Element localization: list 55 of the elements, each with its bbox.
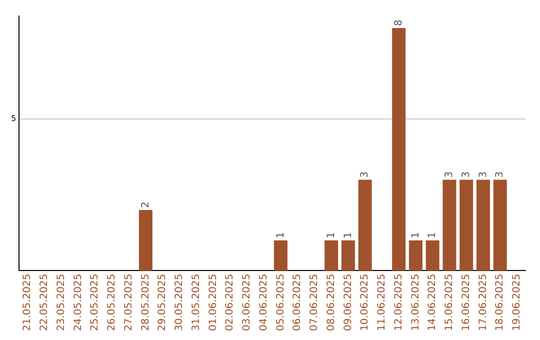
data-label: 1 (410, 232, 422, 238)
x-tick-label: 17.06.2025 (478, 274, 489, 332)
x-tick-label: 29.05.2025 (157, 274, 168, 332)
x-tick-label: 05.06.2025 (275, 274, 286, 332)
x-tick-label: 31.05.2025 (190, 274, 202, 332)
data-label: 3 (360, 171, 371, 178)
x-tick-label: 21.05.2025 (22, 274, 34, 332)
data-label: 1 (427, 232, 438, 238)
data-label: 1 (275, 232, 286, 238)
x-tick-label: 14.06.2025 (427, 274, 438, 332)
x-tick-label: 12.06.2025 (393, 274, 404, 332)
x-tick-label: 28.05.2025 (140, 274, 152, 332)
data-label: 3 (444, 171, 456, 178)
x-tick-label: 02.06.2025 (224, 274, 236, 332)
x-tick-label: 08.06.2025 (326, 274, 337, 332)
data-label: 3 (478, 171, 489, 178)
y-tick-label: 5 (10, 114, 16, 124)
x-tick-label: 04.06.2025 (258, 274, 270, 332)
bar (138, 210, 152, 271)
data-label: 3 (460, 171, 472, 178)
x-tick-label: 10.06.2025 (360, 274, 371, 332)
x-tick-label: 13.06.2025 (410, 274, 422, 332)
bar (392, 28, 406, 271)
bar (341, 240, 355, 271)
x-tick-label: 27.05.2025 (123, 274, 134, 332)
data-label: 1 (326, 232, 337, 238)
bar (358, 180, 372, 271)
x-tick-label: 06.06.2025 (292, 274, 304, 332)
x-tick-label: 25.05.2025 (90, 274, 101, 332)
x-tick-label: 26.05.2025 (106, 274, 118, 332)
x-tick-label: 03.06.2025 (242, 274, 253, 332)
bar (274, 240, 288, 271)
x-tick-label: 23.05.2025 (56, 274, 67, 332)
x-tick-label: 24.05.2025 (72, 274, 84, 332)
x-tick-label: 19.06.2025 (512, 274, 523, 332)
x-tick-label: 30.05.2025 (174, 274, 186, 332)
x-tick-label: 07.06.2025 (309, 274, 320, 332)
x-tick-label: 22.05.2025 (39, 274, 50, 332)
data-label: 8 (393, 20, 404, 26)
x-tick-label: 01.06.2025 (208, 274, 219, 332)
bar (408, 240, 422, 271)
data-label: 3 (494, 171, 506, 178)
bar (460, 180, 474, 271)
x-tick-label: 09.06.2025 (342, 274, 354, 332)
x-tick-label: 15.06.2025 (444, 274, 456, 332)
bar (426, 240, 440, 271)
data-label: 1 (342, 232, 354, 238)
bar (324, 240, 338, 271)
x-tick-label: 16.06.2025 (460, 274, 472, 332)
bar (476, 180, 490, 271)
x-tick-label: 11.06.2025 (376, 274, 388, 332)
bar (493, 180, 507, 271)
data-label: 2 (140, 202, 152, 208)
bar (442, 180, 456, 271)
x-tick-label: 18.06.2025 (494, 274, 506, 332)
